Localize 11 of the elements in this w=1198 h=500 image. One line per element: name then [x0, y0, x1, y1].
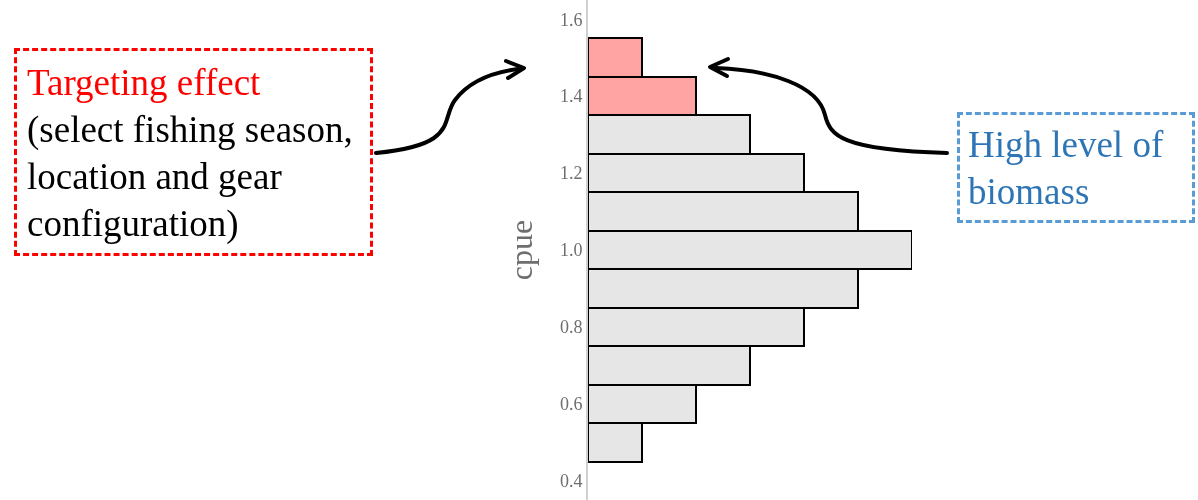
text: Targeting effect: [27, 61, 262, 105]
y-tick-label: 1.4: [559, 86, 583, 107]
y-tick-label: 1.6: [559, 9, 583, 30]
y-tick-label: 0.4: [559, 471, 583, 492]
y-tick-label: 1.2: [559, 163, 583, 184]
y-axis-title: cpue: [502, 219, 539, 281]
y-tick-label: 0.6: [559, 394, 583, 415]
text: High level of biomass: [968, 123, 1165, 214]
text: (select fishing season, location and gear configuration): [27, 108, 354, 246]
y-tick-label: 1.0: [559, 240, 583, 261]
y-tick-label: 0.8: [559, 317, 583, 338]
